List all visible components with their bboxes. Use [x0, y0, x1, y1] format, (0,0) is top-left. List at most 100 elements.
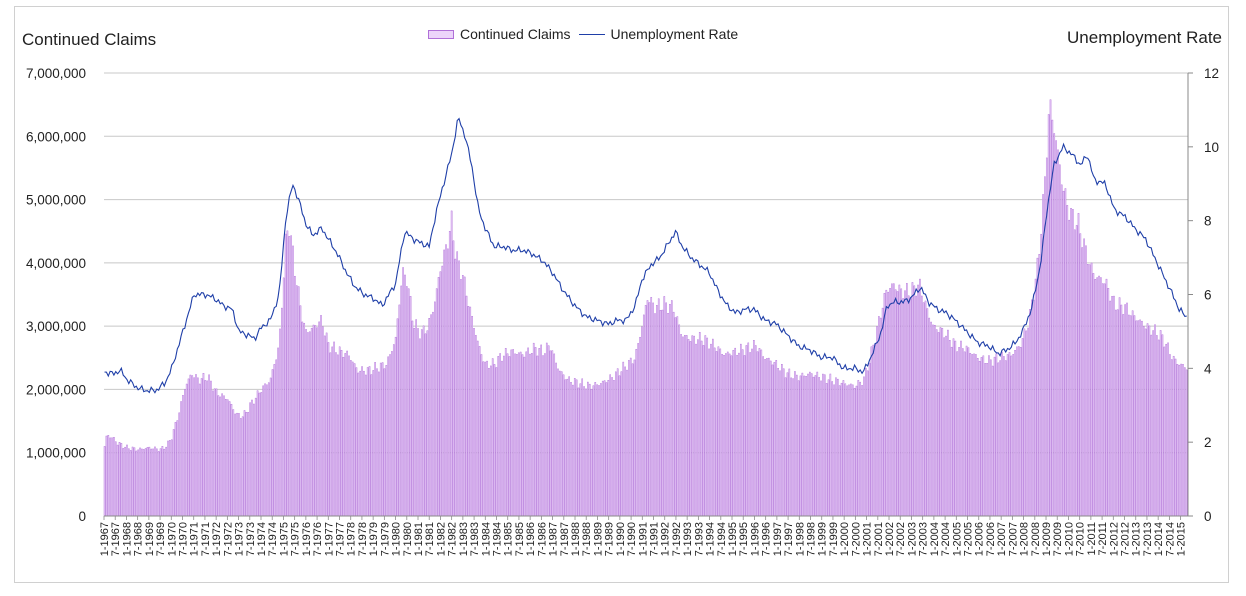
- claims-bar: [648, 302, 651, 517]
- x-tick-label: 1-1991: [637, 522, 649, 556]
- claims-bar: [277, 347, 279, 517]
- claims-bar: [351, 361, 354, 517]
- claims-bar: [1185, 369, 1188, 517]
- claims-bar: [450, 210, 453, 517]
- claims-bar: [527, 347, 529, 517]
- claims-bar: [404, 274, 406, 517]
- claims-bar: [952, 338, 955, 517]
- claims-bar: [572, 384, 574, 517]
- claims-bar: [1094, 279, 1097, 517]
- claims-bar: [988, 355, 990, 517]
- right-tick-label: 2: [1204, 435, 1212, 450]
- claims-bar: [611, 377, 613, 517]
- claims-bar: [1144, 328, 1147, 517]
- claims-bar: [941, 327, 944, 517]
- claims-bar: [911, 282, 914, 517]
- claims-bar: [805, 376, 807, 517]
- claims-bar: [128, 448, 130, 517]
- claims-bar: [963, 351, 966, 517]
- claims-bar: [835, 377, 837, 517]
- claims-bar: [577, 387, 580, 517]
- claims-bar: [1141, 320, 1143, 517]
- claims-bar: [614, 371, 617, 517]
- claims-bar: [139, 447, 141, 517]
- claims-bar: [1062, 190, 1065, 517]
- claims-bar: [456, 251, 459, 517]
- x-tick-label: 1-2006: [974, 522, 986, 556]
- claims-bar: [924, 300, 927, 517]
- claims-bar: [114, 441, 117, 517]
- claims-bar: [1040, 233, 1042, 517]
- claims-bar: [331, 346, 334, 517]
- x-tick-label: 1-2007: [996, 522, 1008, 556]
- claims-bar: [1133, 315, 1136, 517]
- x-tick-label: 1-1968: [121, 522, 133, 556]
- claims-bar: [547, 345, 550, 517]
- claims-bar: [193, 377, 195, 517]
- claims-bar: [585, 388, 587, 517]
- claims-bar: [1049, 99, 1052, 517]
- left-axis-title: Continued Claims: [22, 30, 157, 49]
- claims-bar: [426, 330, 429, 517]
- x-tick-label: 7-1976: [312, 522, 324, 556]
- x-tick-label: 1-2011: [1086, 522, 1098, 555]
- claims-bar: [447, 248, 449, 517]
- claims-bar: [909, 297, 912, 517]
- x-tick-label: 1-1980: [391, 522, 403, 556]
- claims-bar: [1059, 164, 1061, 517]
- claims-bar: [176, 420, 179, 517]
- claims-bar: [810, 373, 813, 517]
- claims-bar: [557, 368, 559, 517]
- claims-bar: [684, 335, 686, 517]
- claims-bar: [312, 324, 315, 517]
- claims-bar: [480, 354, 483, 517]
- claims-bar: [223, 395, 225, 517]
- claims-bar: [131, 446, 134, 517]
- claims-bar: [219, 396, 222, 517]
- claims-bar: [241, 416, 244, 517]
- claims-bar: [294, 275, 296, 517]
- claims-bar: [892, 283, 895, 517]
- claims-bar: [325, 332, 328, 517]
- claims-bar: [338, 346, 341, 517]
- claims-bar: [848, 384, 850, 517]
- claims-bar: [986, 363, 988, 517]
- claims-bar: [407, 288, 410, 517]
- x-tick-label: 1-2009: [1041, 522, 1053, 556]
- claims-bar: [493, 364, 496, 517]
- x-tick-label: 7-2006: [985, 522, 997, 556]
- claims-bar: [415, 319, 417, 517]
- claims-bar: [348, 355, 350, 517]
- claims-bar: [934, 324, 936, 517]
- claims-bar: [1021, 338, 1024, 517]
- x-tick-label: 1-1983: [458, 522, 470, 556]
- x-tick-label: 7-2012: [1120, 522, 1132, 556]
- claims-bar: [1098, 275, 1100, 517]
- right-tick-label: 6: [1204, 288, 1212, 303]
- claims-bar: [475, 335, 477, 517]
- claims-bar: [1004, 360, 1007, 517]
- claims-bar: [762, 356, 764, 517]
- right-tick-label: 8: [1204, 214, 1212, 229]
- claims-bar: [751, 348, 753, 517]
- claims-bar: [170, 439, 173, 517]
- claims-bar: [445, 244, 447, 517]
- claims-bar: [754, 345, 757, 517]
- claims-bar: [814, 375, 817, 517]
- claims-bar: [646, 300, 649, 517]
- x-tick-label: 1-1984: [480, 522, 492, 556]
- x-tick-label: 7-1971: [200, 522, 212, 556]
- claims-bar: [562, 374, 565, 517]
- claims-bar: [314, 325, 317, 517]
- claims-bar: [129, 450, 132, 517]
- x-tick-label: 1-1988: [570, 522, 582, 556]
- claims-bar: [1122, 314, 1125, 517]
- claims-bar: [685, 335, 688, 517]
- claims-bar: [939, 327, 942, 517]
- claims-bar: [958, 347, 960, 517]
- claims-bar: [1124, 304, 1126, 517]
- claims-bar: [771, 364, 774, 517]
- claims-bar: [525, 351, 528, 517]
- claims-bar: [398, 304, 401, 517]
- claims-bar: [1142, 326, 1145, 517]
